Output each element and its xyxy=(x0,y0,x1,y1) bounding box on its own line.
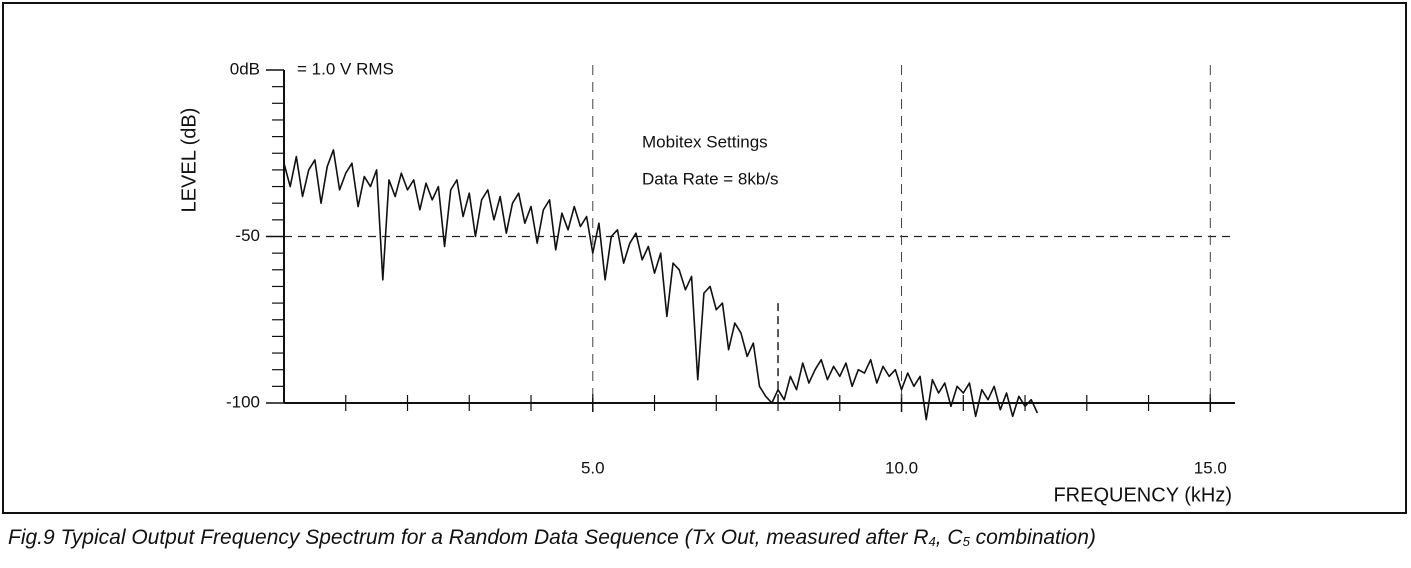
frame xyxy=(2,2,1407,514)
annotation: Mobitex Settings xyxy=(642,132,768,151)
y-axis-label: LEVEL (dB) xyxy=(178,108,200,213)
spectrum-line xyxy=(283,149,1039,421)
annotation: Data Rate = 8kb/s xyxy=(642,169,779,188)
x-tick-label: 10.0 xyxy=(885,458,918,477)
x-tick-label: 5.0 xyxy=(581,458,605,477)
annotation: = 1.0 V RMS xyxy=(297,59,394,78)
caption: Fig.9 Typical Output Frequency Spectrum … xyxy=(8,526,1096,550)
caption-subscript: 4 xyxy=(929,534,936,549)
caption-text: , C xyxy=(936,526,964,549)
caption-text: combination) xyxy=(970,526,1096,549)
caption-subscript: 5 xyxy=(963,534,971,549)
x-tick-label: 15.0 xyxy=(1194,458,1227,477)
y-tick-label: -50 xyxy=(235,226,260,245)
caption-text: Fig.9 Typical Output Frequency Spectrum … xyxy=(8,526,929,549)
y-tick-label: 0dB xyxy=(230,59,260,78)
y-tick-label: -100 xyxy=(226,392,260,411)
x-axis-label: FREQUENCY (kHz) xyxy=(1053,484,1232,506)
